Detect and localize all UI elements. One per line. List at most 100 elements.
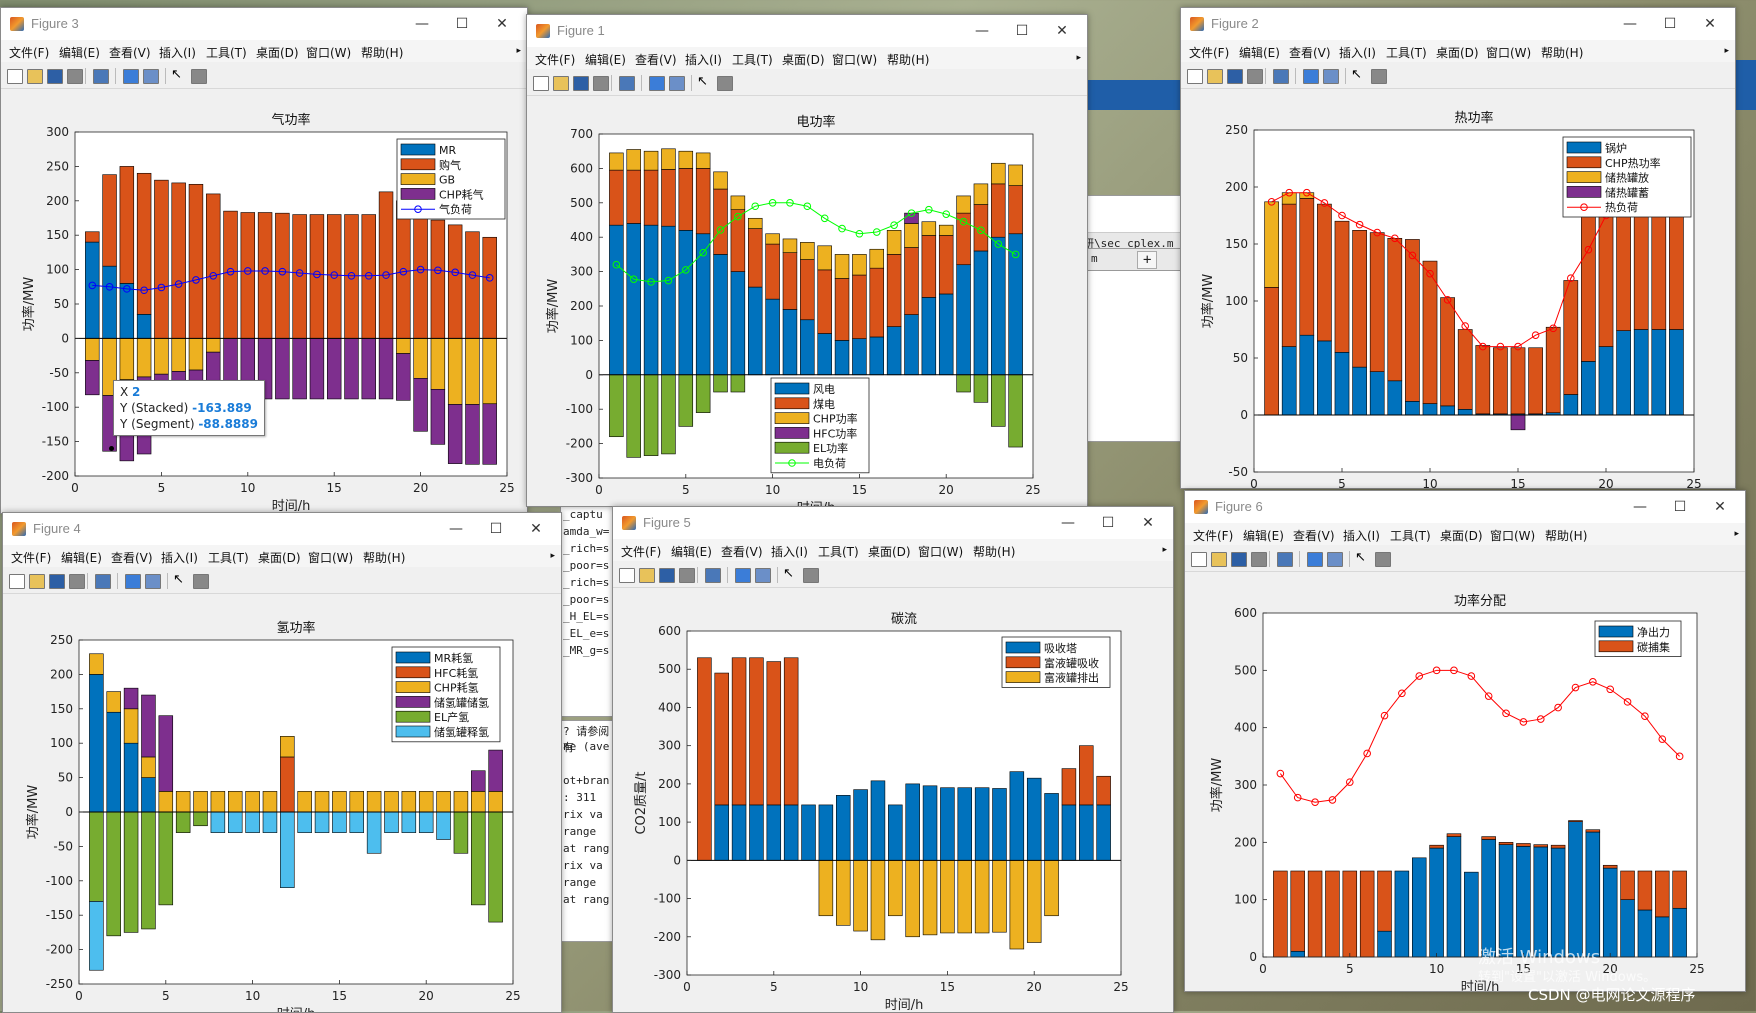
- bar-segment[interactable]: [1637, 909, 1653, 958]
- line-point[interactable]: [1276, 769, 1285, 778]
- bar-segment[interactable]: [89, 653, 104, 675]
- menu-item[interactable]: 文件(F): [1193, 529, 1234, 543]
- bar-segment[interactable]: [309, 338, 325, 400]
- menu-item[interactable]: 查看(V): [109, 46, 151, 60]
- bar-segment[interactable]: [366, 791, 382, 813]
- bar-segment[interactable]: [817, 245, 832, 271]
- bar-segment[interactable]: [1342, 870, 1358, 958]
- bar-segment[interactable]: [678, 168, 694, 231]
- title-bar[interactable]: Figure 1 — ☐ ✕: [527, 15, 1087, 47]
- bar-segment[interactable]: [1475, 345, 1491, 415]
- line-point[interactable]: [1355, 220, 1364, 229]
- bar-segment[interactable]: [973, 250, 989, 376]
- close-button[interactable]: ✕: [1704, 16, 1716, 32]
- bar-segment[interactable]: [886, 230, 902, 255]
- bar-segment[interactable]: [326, 338, 342, 400]
- bar-segment[interactable]: [1096, 804, 1111, 861]
- bar-segment[interactable]: [1352, 366, 1367, 416]
- line-point[interactable]: [1549, 324, 1558, 333]
- bar-segment[interactable]: [957, 860, 973, 934]
- bar-segment[interactable]: [801, 804, 816, 861]
- bar-segment[interactable]: [1602, 867, 1618, 958]
- bar-segment[interactable]: [661, 169, 676, 227]
- bar-segment[interactable]: [188, 338, 204, 371]
- bar-segment[interactable]: [89, 811, 104, 902]
- bar-segment[interactable]: [886, 254, 902, 327]
- bar-segment[interactable]: [1061, 768, 1077, 806]
- line-point[interactable]: [855, 229, 864, 238]
- bar-segment[interactable]: [465, 231, 480, 339]
- bar-segment[interactable]: [85, 338, 100, 361]
- menu-item[interactable]: 编辑(E): [1239, 46, 1280, 60]
- property-editor-icon[interactable]: [1375, 552, 1391, 567]
- bar-segment[interactable]: [106, 811, 121, 937]
- minimize-button[interactable]: —: [975, 23, 989, 39]
- line-point[interactable]: [1338, 211, 1346, 220]
- bar-segment[interactable]: [973, 183, 989, 205]
- bar-segment[interactable]: [678, 230, 694, 376]
- line-point[interactable]: [1514, 342, 1522, 351]
- menu-overflow-icon[interactable]: ▸: [1734, 529, 1739, 539]
- bar-segment[interactable]: [747, 286, 763, 376]
- bar-segment[interactable]: [1510, 414, 1526, 431]
- bar-segment[interactable]: [193, 811, 208, 827]
- bar-segment[interactable]: [991, 162, 1006, 185]
- line-point[interactable]: [629, 275, 638, 283]
- bar-segment[interactable]: [1299, 334, 1315, 416]
- bar-segment[interactable]: [326, 214, 342, 339]
- line-point[interactable]: [192, 276, 200, 284]
- bar-segment[interactable]: [678, 374, 694, 427]
- bar-segment[interactable]: [102, 265, 117, 339]
- bar-segment[interactable]: [886, 326, 902, 376]
- bar-segment[interactable]: [1387, 238, 1403, 382]
- menu-item[interactable]: 查看(V): [111, 551, 153, 565]
- bar-segment[interactable]: [626, 169, 641, 224]
- bar-segment[interactable]: [158, 715, 174, 792]
- close-button[interactable]: ✕: [1714, 499, 1726, 515]
- menu-overflow-icon[interactable]: ▸: [516, 46, 521, 56]
- bar-segment[interactable]: [418, 811, 434, 833]
- print-icon[interactable]: [1251, 552, 1267, 567]
- line-point[interactable]: [244, 267, 252, 275]
- line-point[interactable]: [682, 266, 690, 274]
- line-point[interactable]: [1606, 685, 1615, 694]
- bar-segment[interactable]: [175, 791, 191, 813]
- bar-segment[interactable]: [1581, 361, 1596, 416]
- bar-segment[interactable]: [1616, 330, 1631, 416]
- line-point[interactable]: [1519, 718, 1528, 726]
- bar-segment[interactable]: [714, 804, 729, 861]
- menu-item[interactable]: 桌面(D): [1436, 46, 1479, 60]
- bar-segment[interactable]: [262, 791, 278, 813]
- menu-item[interactable]: 工具(T): [208, 551, 249, 565]
- bar-segment[interactable]: [488, 811, 503, 923]
- bar-segment[interactable]: [119, 166, 135, 284]
- print-icon[interactable]: [593, 76, 609, 91]
- bar-segment[interactable]: [956, 374, 971, 393]
- line-point[interactable]: [803, 202, 812, 211]
- line-point[interactable]: [1303, 188, 1311, 197]
- bar-segment[interactable]: [766, 661, 782, 806]
- bar-segment[interactable]: [401, 791, 417, 813]
- line-point[interactable]: [1567, 274, 1575, 282]
- bar-segment[interactable]: [1672, 907, 1687, 958]
- line-point[interactable]: [1589, 678, 1597, 686]
- print-icon[interactable]: [679, 568, 695, 583]
- bar-segment[interactable]: [834, 278, 850, 341]
- bar-segment[interactable]: [940, 787, 955, 861]
- bar-segment[interactable]: [643, 224, 659, 376]
- bar-segment[interactable]: [123, 708, 139, 744]
- colorbar-icon[interactable]: [1307, 552, 1323, 567]
- bar-segment[interactable]: [1422, 403, 1438, 416]
- menu-overflow-icon[interactable]: ▸: [1076, 53, 1081, 63]
- line-point[interactable]: [838, 224, 846, 233]
- bar-segment[interactable]: [782, 252, 798, 310]
- bar-segment[interactable]: [1672, 870, 1687, 909]
- bar-segment[interactable]: [1009, 860, 1025, 950]
- close-button[interactable]: ✕: [530, 521, 542, 537]
- bar-segment[interactable]: [1481, 836, 1496, 840]
- bar-segment[interactable]: [800, 319, 815, 376]
- line-point[interactable]: [1415, 672, 1424, 680]
- bar-segment[interactable]: [1008, 185, 1023, 235]
- bar-segment[interactable]: [141, 811, 156, 930]
